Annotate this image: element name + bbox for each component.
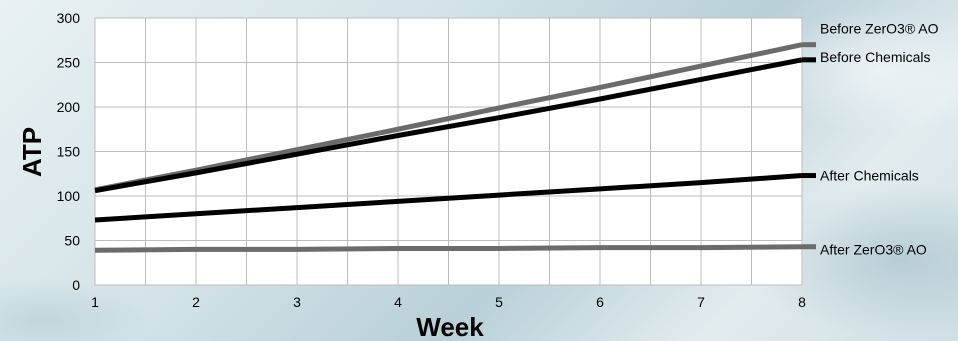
y-tick-labels: 0 50 100 150 200 250 300 [57, 10, 81, 293]
x-tick-label: 5 [495, 294, 503, 310]
series-line [94, 57, 803, 194]
x-tick-label: 1 [91, 294, 99, 310]
series-line [94, 173, 803, 223]
x-tick-label: 4 [394, 294, 402, 310]
y-tick-label: 100 [57, 188, 81, 204]
series-line [94, 244, 803, 253]
x-tick-label: 6 [596, 294, 604, 310]
y-axis-title: ATP [17, 127, 47, 177]
x-tick-label: 3 [293, 294, 301, 310]
series-line [94, 42, 803, 193]
series-label: After Chemicals [820, 168, 919, 184]
x-axis-title: Week [416, 312, 484, 341]
y-tick-label: 150 [57, 144, 81, 160]
y-tick-label: 0 [72, 277, 80, 293]
y-tick-label: 50 [64, 233, 80, 249]
x-tick-label: 7 [697, 294, 705, 310]
y-tick-label: 200 [57, 99, 81, 115]
x-tick-labels: 1 2 3 4 5 6 7 8 [91, 294, 806, 310]
x-tick-label: 2 [192, 294, 200, 310]
y-tick-label: 250 [57, 55, 81, 71]
series-label: After ZerO3® AO [820, 242, 927, 258]
series-layer [94, 42, 816, 253]
x-tick-label: 8 [798, 294, 806, 310]
series-label: Before Chemicals [820, 49, 931, 65]
series-labels: Before ZerO3® AO Before Chemicals After Ch… [820, 21, 939, 258]
grid [94, 17, 803, 286]
y-tick-label: 300 [57, 10, 81, 26]
series-label: Before ZerO3® AO [820, 21, 939, 37]
